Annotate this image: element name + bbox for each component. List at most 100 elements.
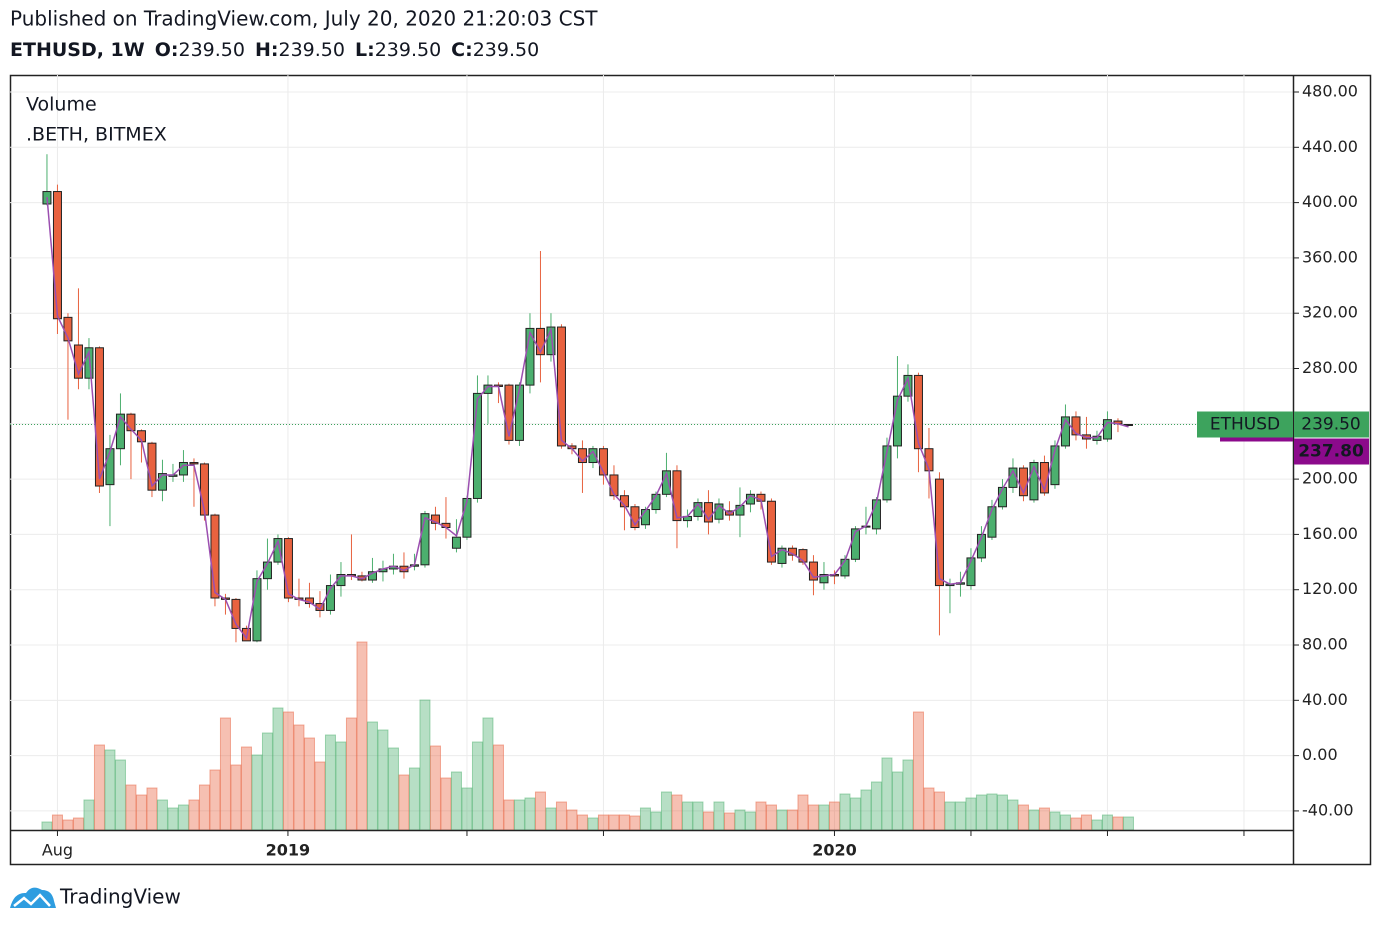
volume-bar bbox=[366, 721, 378, 831]
volume-bar bbox=[860, 789, 872, 831]
volume-bar bbox=[744, 811, 756, 831]
candle-body bbox=[483, 384, 493, 394]
volume-bar bbox=[482, 717, 494, 831]
last-price-label: 239.50 bbox=[1301, 415, 1360, 435]
ma-line bbox=[46, 197, 1129, 640]
volume-bar bbox=[419, 699, 431, 831]
volume-bar bbox=[261, 732, 273, 831]
volume-bar bbox=[1017, 804, 1029, 831]
volume-bar bbox=[944, 801, 956, 831]
x-tick-label: Aug bbox=[42, 841, 73, 860]
volume-bar bbox=[429, 745, 441, 831]
volume-bar bbox=[104, 749, 116, 831]
y-tick-label: 320.00 bbox=[1302, 303, 1358, 322]
volume-bar bbox=[660, 791, 672, 831]
volume-bar bbox=[1112, 816, 1124, 831]
candle-body bbox=[430, 514, 440, 524]
volume-bar bbox=[923, 787, 935, 831]
y-tick-label: 0.00 bbox=[1302, 745, 1338, 764]
chart-title: Published on TradingView.com, July 20, 2… bbox=[10, 7, 598, 31]
y-tick-label: 280.00 bbox=[1302, 358, 1358, 377]
volume-bar bbox=[167, 807, 179, 831]
volume-bar bbox=[188, 799, 200, 831]
candle-body bbox=[462, 497, 472, 538]
volume-bar bbox=[849, 797, 861, 831]
ma-label: 237.80 bbox=[1298, 442, 1364, 462]
volume-bar bbox=[734, 809, 746, 831]
volume-bar bbox=[692, 801, 704, 831]
ohlc-name: C: bbox=[451, 39, 473, 61]
volume-bar bbox=[293, 724, 305, 831]
volume-bar bbox=[828, 801, 840, 831]
candle-body bbox=[798, 549, 808, 563]
chart-frame bbox=[9, 74, 1372, 866]
volume-bar bbox=[776, 809, 788, 831]
candle-body bbox=[325, 585, 335, 611]
volume-bar bbox=[807, 804, 819, 831]
volume-bar bbox=[503, 799, 515, 831]
candle-body bbox=[777, 547, 787, 564]
volume-bar bbox=[1101, 814, 1113, 831]
candle-body bbox=[52, 191, 62, 320]
candle-body bbox=[504, 384, 514, 441]
volume-bar bbox=[83, 799, 95, 831]
volume-bar bbox=[597, 814, 609, 831]
volume-bar bbox=[219, 717, 231, 831]
candle-body bbox=[210, 514, 220, 599]
volume-bar bbox=[723, 812, 735, 831]
candle-body bbox=[1071, 416, 1081, 436]
legend-volume: Volume bbox=[26, 94, 97, 116]
volume-bar bbox=[408, 767, 420, 831]
volume-bar bbox=[51, 814, 63, 831]
volume-bar bbox=[870, 781, 882, 831]
volume-bar bbox=[713, 801, 725, 831]
candle-body bbox=[598, 448, 608, 476]
volume-bar bbox=[555, 801, 567, 831]
volume-bar bbox=[345, 717, 357, 831]
y-tick-label: -40.00 bbox=[1302, 800, 1354, 819]
volume-bar bbox=[818, 804, 830, 831]
symbol-tag bbox=[1197, 411, 1293, 438]
last-price-tag bbox=[1294, 411, 1369, 438]
volume-bar bbox=[965, 797, 977, 831]
ohlc-name: O: bbox=[155, 39, 179, 61]
volume-bar bbox=[335, 741, 347, 831]
volume-bar bbox=[986, 793, 998, 831]
candle-body bbox=[126, 413, 136, 432]
ohlc-value: 239.50 bbox=[473, 39, 539, 61]
volume-bar bbox=[1028, 809, 1040, 831]
candles bbox=[42, 154, 1133, 643]
candle-body bbox=[84, 347, 94, 379]
volume-bar bbox=[996, 794, 1008, 831]
volume-bar bbox=[41, 821, 53, 831]
volume bbox=[41, 641, 1134, 831]
volume-bar bbox=[618, 814, 630, 831]
volume-bar bbox=[975, 794, 987, 831]
volume-bar bbox=[272, 707, 284, 831]
volume-bar bbox=[1122, 816, 1134, 831]
volume-bar bbox=[177, 804, 189, 831]
volume-bar bbox=[881, 757, 893, 831]
volume-bar bbox=[62, 819, 74, 831]
x-tick-label: 2020 bbox=[812, 841, 857, 860]
volume-bar bbox=[933, 791, 945, 831]
y-tick-label: 160.00 bbox=[1302, 524, 1358, 543]
symbol: ETHUSD, 1W bbox=[10, 39, 145, 61]
candle-body bbox=[535, 327, 545, 356]
volume-bar bbox=[891, 771, 903, 831]
volume-bar bbox=[650, 811, 662, 831]
ma-tag bbox=[1294, 438, 1369, 465]
legend-source: .BETH, BITMEX bbox=[26, 124, 167, 146]
volume-bar bbox=[251, 754, 263, 831]
candle-body bbox=[514, 384, 524, 441]
volume-bar bbox=[198, 784, 210, 831]
volume-bar bbox=[702, 811, 714, 831]
ma-tag-bar bbox=[1220, 437, 1293, 442]
volume-bar bbox=[629, 815, 641, 831]
volume-bar bbox=[1007, 799, 1019, 831]
volume-bar bbox=[303, 737, 315, 831]
volume-bar bbox=[461, 787, 473, 831]
volume-bar bbox=[912, 711, 924, 831]
candle-body bbox=[189, 462, 199, 465]
volume-bar bbox=[534, 791, 546, 831]
